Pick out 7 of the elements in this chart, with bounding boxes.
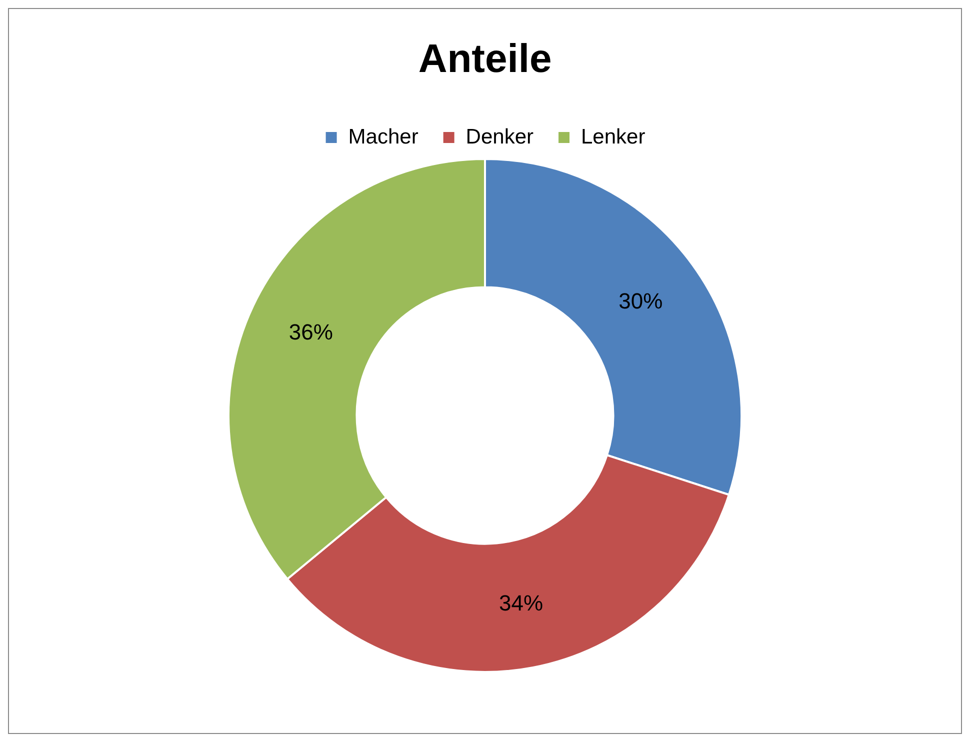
chart-title: Anteile bbox=[418, 37, 552, 82]
legend-label: Macher bbox=[348, 125, 418, 148]
data-label: 36% bbox=[288, 320, 333, 345]
data-label: 34% bbox=[499, 590, 544, 616]
legend-label: Denker bbox=[466, 125, 534, 148]
data-label: 30% bbox=[618, 288, 663, 314]
legend-label: Lenker bbox=[581, 125, 646, 148]
